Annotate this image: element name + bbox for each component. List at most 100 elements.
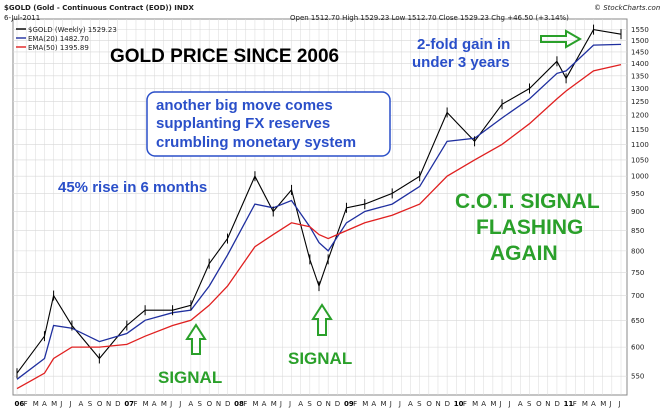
x-tick-label: 07 xyxy=(124,400,134,408)
x-tick-label: N xyxy=(545,400,550,408)
y-tick-label: 900 xyxy=(631,208,644,216)
x-tick-label: J xyxy=(508,400,511,408)
x-tick-label: 08 xyxy=(234,400,244,408)
x-tick-label: M xyxy=(33,400,39,408)
y-tick-label: 1000 xyxy=(631,173,649,181)
x-tick-label: S xyxy=(527,400,532,408)
x-tick-label: 11 xyxy=(564,400,574,408)
x-tick-label: O xyxy=(317,400,323,408)
rise-annotation: 45% rise in 6 months xyxy=(58,179,207,196)
x-tick-label: M xyxy=(490,400,496,408)
signal-label-1: SIGNAL xyxy=(158,368,222,387)
x-axis: 06 F M A M J J A S O N D 07 F M A M J J A S O N D 08 F M A M J J A S O N D 0… xyxy=(15,400,621,408)
x-tick-label: J xyxy=(398,400,401,408)
legend-ema20: EMA(20) 1482.70 xyxy=(28,35,89,43)
signal-arrow-1-icon xyxy=(185,323,207,355)
x-tick-label: N xyxy=(216,400,221,408)
x-tick-label: N xyxy=(435,400,440,408)
y-tick-label: 1200 xyxy=(631,112,649,120)
x-tick-label: N xyxy=(106,400,111,408)
y-tick-label: 1050 xyxy=(631,156,649,164)
y-tick-label: 1350 xyxy=(631,72,649,80)
ema50-line xyxy=(16,63,622,390)
x-tick-label: O xyxy=(207,400,213,408)
x-tick-label: A xyxy=(408,400,413,408)
gain-annotation-line1: 2-fold gain in xyxy=(417,36,510,53)
signal-arrow-2-icon xyxy=(311,303,333,336)
y-tick-label: 1500 xyxy=(631,37,649,45)
x-tick-label: M xyxy=(161,400,167,408)
x-tick-label: S xyxy=(88,400,93,408)
x-tick-label: A xyxy=(518,400,523,408)
x-tick-label: 06 xyxy=(15,400,25,408)
x-tick-label: 09 xyxy=(344,400,354,408)
y-tick-label: 1100 xyxy=(631,141,649,149)
watermark: © StockCharts.com xyxy=(594,4,660,12)
x-tick-label: J xyxy=(389,400,392,408)
x-tick-label: M xyxy=(381,400,387,408)
x-tick-label: S xyxy=(307,400,312,408)
y-tick-label: 550 xyxy=(631,373,644,381)
cot-line-3: AGAIN xyxy=(490,242,558,265)
x-tick-label: F xyxy=(353,400,357,408)
x-tick-label: M xyxy=(51,400,57,408)
x-tick-label: J xyxy=(59,400,62,408)
y-tick-label: 950 xyxy=(631,190,644,198)
x-tick-label: M xyxy=(143,400,149,408)
x-tick-label: J xyxy=(68,400,71,408)
legend-ema50: EMA(50) 1395.89 xyxy=(28,44,89,52)
monetary-note-box xyxy=(146,91,391,157)
y-tick-label: 1150 xyxy=(631,126,649,134)
y-tick-label: 1550 xyxy=(631,26,649,34)
x-tick-label: S xyxy=(417,400,422,408)
y-tick-label: 1450 xyxy=(631,48,649,56)
x-tick-label: O xyxy=(536,400,542,408)
chart-title: GOLD PRICE SINCE 2006 xyxy=(110,46,339,67)
x-tick-label: A xyxy=(262,400,267,408)
x-tick-label: F xyxy=(24,400,28,408)
x-tick-label: J xyxy=(499,400,502,408)
symbol-line: $GOLD (Gold - Continuous Contract (EOD))… xyxy=(4,4,194,12)
x-tick-label: O xyxy=(97,400,103,408)
chart-date: 6-Jul-2011 xyxy=(4,14,40,22)
x-tick-label: A xyxy=(79,400,84,408)
box-line-3: crumbling monetary system xyxy=(156,134,356,151)
x-tick-label: J xyxy=(178,400,181,408)
x-tick-label: M xyxy=(582,400,588,408)
x-tick-label: 10 xyxy=(454,400,464,408)
legend: $GOLD (Weekly) 1529.23 EMA(20) 1482.70 E… xyxy=(16,26,117,52)
quote-line: Open 1512.70 High 1529.23 Low 1512.70 Cl… xyxy=(290,14,569,22)
legend-gold: $GOLD (Weekly) 1529.23 xyxy=(28,26,117,34)
x-tick-label: F xyxy=(463,400,467,408)
plot-frame xyxy=(12,18,628,396)
x-tick-label: O xyxy=(426,400,432,408)
y-tick-label: 700 xyxy=(631,292,644,300)
x-tick-label: J xyxy=(279,400,282,408)
x-tick-label: N xyxy=(326,400,331,408)
x-tick-label: A xyxy=(371,400,376,408)
x-tick-label: D xyxy=(335,400,340,408)
signal-label-2: SIGNAL xyxy=(288,349,352,368)
x-tick-label: M xyxy=(472,400,478,408)
y-tick-label: 650 xyxy=(631,317,644,325)
x-tick-label: A xyxy=(42,400,47,408)
x-tick-label: M xyxy=(600,400,606,408)
x-tick-label: J xyxy=(169,400,172,408)
x-tick-label: D xyxy=(225,400,230,408)
x-tick-label: M xyxy=(362,400,368,408)
y-tick-label: 1300 xyxy=(631,85,649,93)
x-tick-label: A xyxy=(152,400,157,408)
x-tick-label: M xyxy=(271,400,277,408)
gain-arrow-icon xyxy=(540,29,583,49)
x-tick-label: F xyxy=(243,400,247,408)
series-lines xyxy=(16,24,622,390)
y-tick-label: 600 xyxy=(631,344,644,352)
x-tick-label: J xyxy=(608,400,611,408)
x-tick-label: F xyxy=(133,400,137,408)
x-tick-label: A xyxy=(481,400,486,408)
x-tick-label: F xyxy=(573,400,577,408)
y-tick-label: 850 xyxy=(631,227,644,235)
y-tick-label: 750 xyxy=(631,269,644,277)
